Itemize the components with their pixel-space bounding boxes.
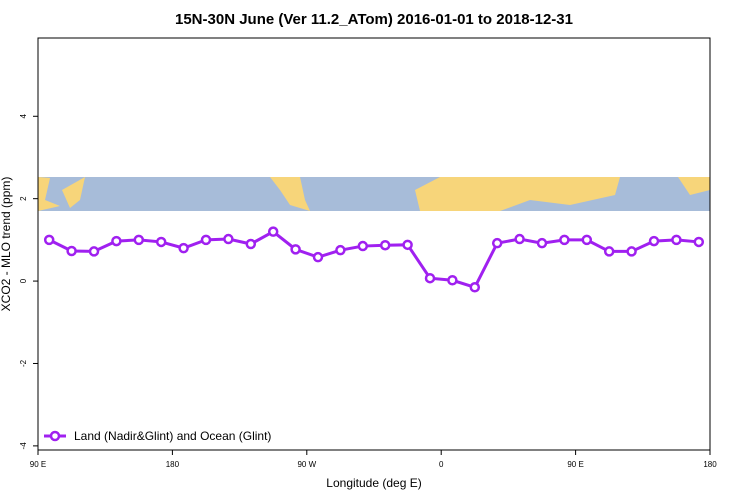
data-point [245,238,257,250]
x-tick-label: 90 W [297,460,316,469]
map-land [678,177,710,195]
data-point [447,275,458,286]
y-axis-label: XCO2 - MLO trend (ppm) [0,177,13,312]
data-point [200,234,212,246]
plot-frame [37,37,711,451]
data-point [491,237,503,249]
x-tick-label: 90 E [30,460,46,469]
data-point [469,282,481,293]
data-point [312,251,324,263]
data-point [133,234,145,246]
data-point [379,239,391,251]
x-tick-label: 0 [439,460,444,469]
chart-title: 15N-30N June (Ver 11.2_ATom) 2016-01-01 … [175,11,573,28]
x-tick-label: 180 [703,460,717,469]
data-point [603,246,615,257]
y-tick-label: -4 [19,442,28,450]
data-point [424,272,436,284]
y-tick-label: -2 [19,359,28,367]
y-tick-label: 4 [19,114,28,119]
data-point [66,245,77,257]
data-point [514,233,525,245]
x-tick-label: 180 [166,460,180,469]
data-point [88,246,100,257]
x-tick-label: 90 E [567,460,583,469]
map-land [415,177,620,211]
legend-marker [49,430,61,442]
x-axis-label: Longitude (deg E) [326,476,421,490]
map-band [38,177,710,211]
map-land [38,177,60,211]
data-point [402,239,413,251]
data-point [290,244,301,255]
data-point [671,234,682,246]
data-point [267,226,279,237]
data-point [178,242,189,254]
series-line [48,229,699,290]
data-point [536,237,548,249]
data-point [626,246,637,257]
y-tick-label: 2 [19,196,28,201]
map-land [62,177,85,208]
data-point [357,240,369,252]
data-point [693,236,705,248]
data-point [648,235,660,247]
data-point [155,236,167,248]
data-point [43,234,55,246]
data-point [111,235,122,247]
data-point [335,244,346,256]
data-point [581,234,593,246]
y-tick-label: 0 [19,278,28,283]
data-point [559,234,570,246]
map-land [270,177,310,211]
data-point [223,233,234,245]
legend-label: Land (Nadir&Glint) and Ocean (Glint) [74,429,271,443]
